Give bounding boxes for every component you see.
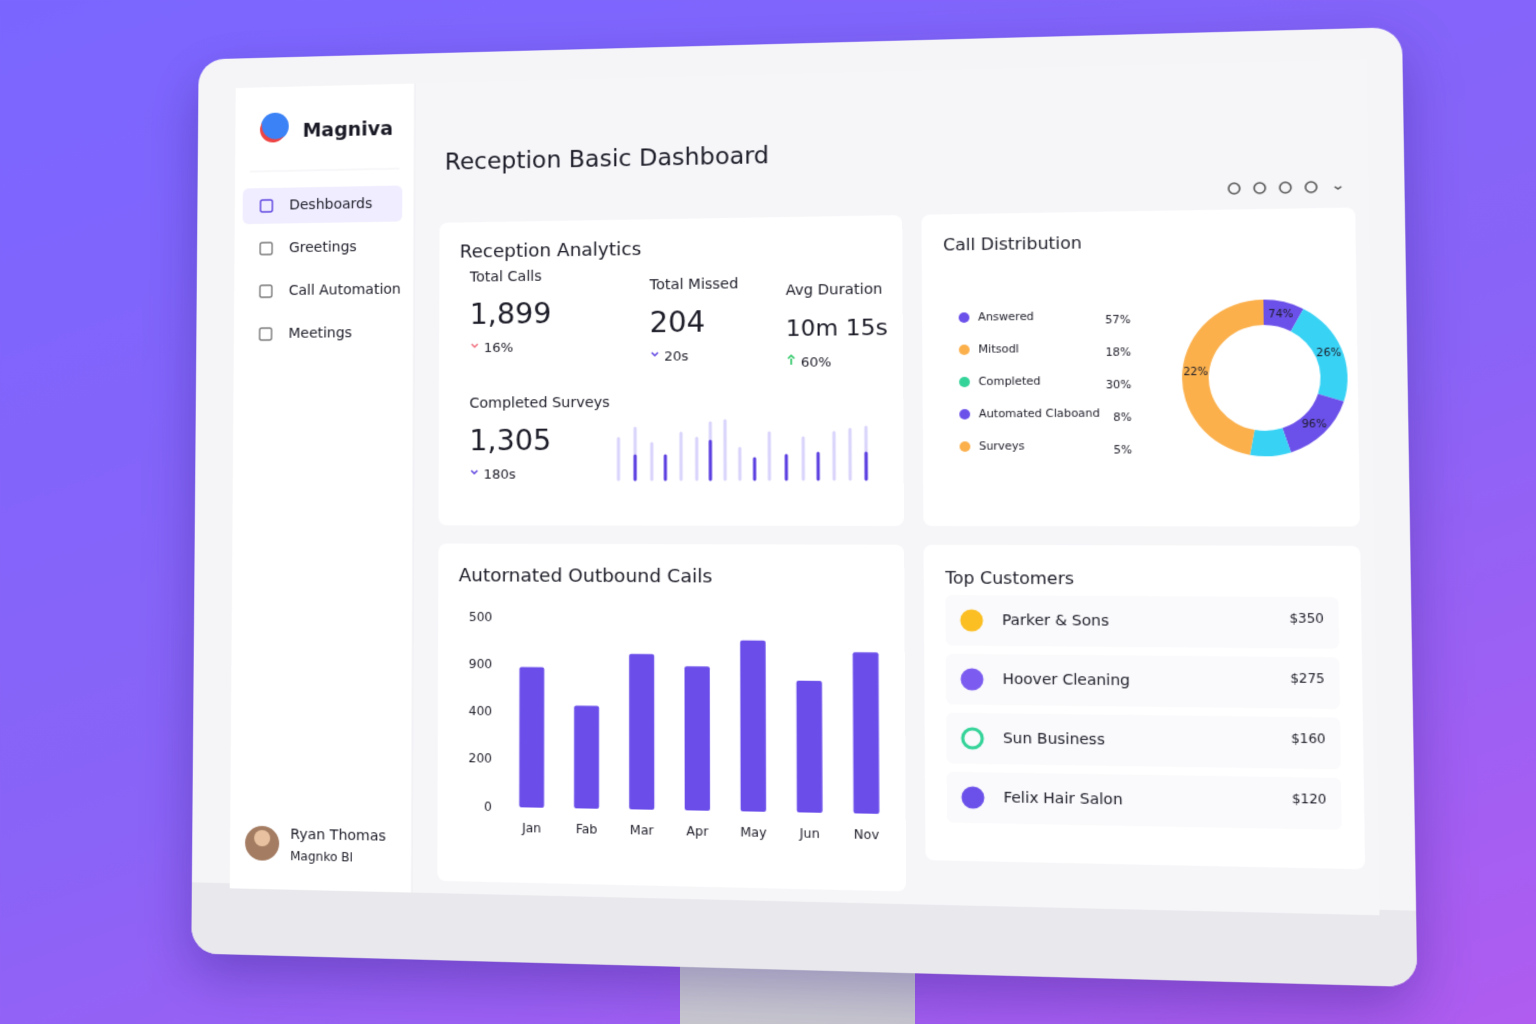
nav-item[interactable]: Deshboards [289, 196, 372, 214]
analytics-card [438, 215, 905, 526]
x-axis-label: Nov [854, 826, 879, 841]
y-axis-label: 500 [469, 609, 492, 624]
stat-value: 1,899 [470, 297, 552, 332]
donut-label: 74% [1268, 309, 1293, 321]
avatar [244, 825, 280, 861]
nav-item[interactable]: Greetings [289, 239, 357, 256]
customer-amount: $350 [1289, 610, 1324, 625]
x-axis-label: Jan [521, 820, 541, 835]
outbound-card [437, 543, 907, 892]
customer-name[interactable]: Parker & Sons [1002, 612, 1109, 630]
stat-value: 10m 15s [786, 315, 888, 342]
donut-label: 26% [1316, 348, 1341, 360]
customers-card [923, 544, 1366, 870]
legend-dot [959, 441, 971, 452]
customer-amount: $160 [1291, 730, 1326, 746]
brand: Magniva [303, 118, 393, 141]
customer-row [945, 595, 1340, 649]
legend-name: Answered [978, 311, 1034, 324]
distribution-title: Call Distribution [943, 232, 1082, 254]
legend-dot [958, 344, 970, 356]
customer-row [946, 771, 1342, 830]
customer-row [945, 653, 1340, 709]
x-axis-label: Mar [630, 822, 654, 837]
stat-label: Avg Duration [786, 281, 883, 299]
bar [796, 680, 823, 813]
bar [574, 705, 600, 809]
stat-label: Total Calls [469, 268, 542, 285]
stat-change: 180s [483, 467, 516, 482]
nav-item[interactable]: Meetings [288, 325, 352, 342]
screen: Magniva Deshboards Greetings Call Automati… [229, 59, 1380, 916]
y-axis-label: 0 [484, 799, 492, 814]
x-axis-label: Fab [576, 821, 598, 836]
stat-value: 1,305 [469, 423, 551, 457]
bar [519, 667, 545, 808]
customer-amount: $275 [1290, 670, 1325, 686]
donut-label: 96% [1302, 419, 1327, 431]
logo-accent [261, 123, 285, 143]
nav-active-bg [242, 185, 403, 225]
nav-icon [259, 284, 273, 299]
customer-icon [962, 611, 982, 630]
legend-name: Automated Claboand [979, 407, 1100, 420]
bar [684, 666, 711, 811]
stat-change: 16% [484, 340, 514, 356]
legend-value: 30% [1106, 379, 1132, 392]
bar [629, 653, 655, 810]
customer-icon [962, 670, 982, 689]
legend-value: 57% [1105, 314, 1131, 327]
legend-name: Mitsodl [978, 343, 1019, 356]
customer-name[interactable]: Hoover Cleaning [1002, 671, 1130, 689]
legend-value: 18% [1105, 346, 1131, 359]
user-name: Ryan Thomas [290, 826, 386, 844]
nav-icon [258, 327, 272, 341]
y-axis-label: 200 [469, 751, 493, 766]
bar [740, 640, 767, 812]
legend-value: 8% [1113, 411, 1132, 424]
y-axis-label: 900 [469, 656, 493, 671]
bar [852, 652, 880, 814]
legend-dot [959, 376, 970, 388]
y-axis-label: 400 [469, 704, 493, 719]
legend-name: Completed [979, 375, 1041, 388]
distribution-card [921, 207, 1360, 527]
avatar-face [254, 829, 271, 847]
analytics-title: Reception Analytics [460, 239, 642, 263]
stat-label: Completed Surveys [469, 395, 609, 412]
logo [262, 113, 290, 141]
page-title: Reception Basic Dashboard [445, 142, 769, 175]
stat-change: 20s [664, 349, 689, 365]
stat-change: 60% [801, 355, 832, 371]
customer-icon [963, 788, 983, 807]
customer-name[interactable]: Sun Business [1003, 730, 1105, 749]
customers-title: Top Customers [944, 567, 1074, 588]
nav-item[interactable]: Call Automation [289, 281, 401, 299]
x-axis-label: May [740, 824, 766, 839]
x-axis-label: Apr [686, 823, 708, 838]
user-subtitle: Magnko Bl [290, 848, 353, 864]
nav-icon [259, 242, 273, 256]
monitor: Magniva Deshboards Greetings Call Automati… [191, 27, 1418, 988]
x-axis-label: Jun [799, 825, 820, 840]
customer-amount: $120 [1292, 791, 1327, 807]
outbound-title: Autornated Outbound Cails [459, 565, 713, 588]
legend-dot [959, 409, 971, 420]
nav-icon [260, 199, 274, 214]
customer-name[interactable]: Felix Hair Salon [1003, 790, 1122, 809]
donut-label: 22% [1183, 367, 1208, 379]
stat-label: Total Missed [648, 276, 738, 294]
stat-value: 204 [650, 305, 706, 340]
sidebar [229, 83, 415, 893]
legend-value: 5% [1114, 444, 1133, 457]
customer-row [946, 712, 1341, 770]
legend-name: Surveys [979, 440, 1025, 453]
